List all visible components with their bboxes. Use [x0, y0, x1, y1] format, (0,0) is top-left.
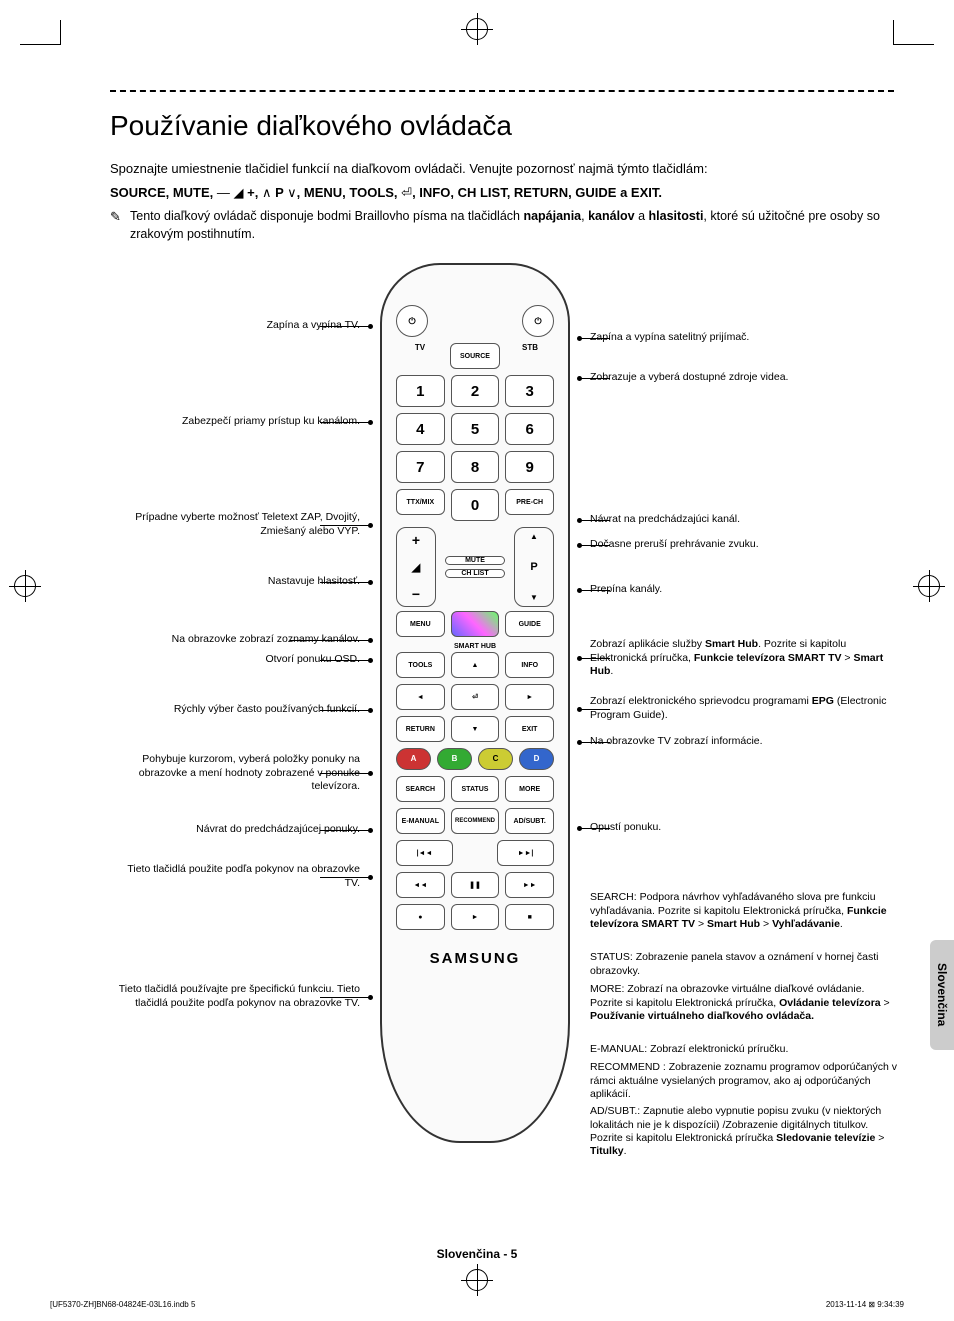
exit-button[interactable]: EXIT	[505, 716, 554, 742]
emanual-button[interactable]: E-MANUAL	[396, 808, 445, 834]
up-button[interactable]: ▲	[451, 652, 500, 678]
guide-button[interactable]: GUIDE	[505, 611, 554, 637]
page-title: Používanie diaľkového ovládača	[110, 110, 894, 142]
return-button[interactable]: RETURN	[396, 716, 445, 742]
ann-menu: Otvorí ponuku OSD.	[110, 653, 360, 666]
num-2[interactable]: 2	[451, 375, 500, 407]
chlist-button[interactable]: CH LIST	[445, 569, 505, 578]
note-icon: ✎	[110, 208, 121, 226]
crop-mark	[60, 20, 61, 45]
ann-recommend: RECOMMEND : Zobrazenie zoznamu programov…	[590, 1061, 900, 1100]
ann-search: SEARCH: Podpora návrhov vyhľadávaného sl…	[590, 891, 900, 930]
power-button[interactable]: ⏻	[396, 305, 428, 337]
num-9[interactable]: 9	[505, 451, 554, 483]
ann-status: STATUS: Zobrazenie panela stavov a oznám…	[590, 951, 900, 977]
record-button[interactable]: ●	[396, 904, 445, 930]
crop-mark	[893, 20, 894, 45]
right-button[interactable]: ►	[505, 684, 554, 710]
pause-button[interactable]: ❚❚	[451, 872, 500, 898]
crop-mark	[20, 44, 60, 45]
rewind-button[interactable]: ◄◄	[396, 872, 445, 898]
tools-button[interactable]: TOOLS	[396, 652, 445, 678]
status-button[interactable]: STATUS	[451, 776, 500, 802]
enter-button[interactable]: ⏎	[451, 684, 500, 710]
play-button[interactable]: ►	[451, 904, 500, 930]
crop-mark	[894, 44, 934, 45]
num-7[interactable]: 7	[396, 451, 445, 483]
ann-smarthub: Zobrazí aplikácie služby Smart Hub. Pozr…	[590, 638, 900, 677]
ann-teletext: Prípadne vyberte možnosť Teletext ZAP, D…	[110, 511, 360, 537]
stop-button[interactable]: ■	[505, 904, 554, 930]
stb-power-button[interactable]: ⏻	[522, 305, 554, 337]
next-button[interactable]: ►►|	[497, 840, 554, 866]
ann-color: Tieto tlačidlá použite podľa pokynov na …	[110, 863, 360, 889]
ann-guide: Zobrazí elektronického sprievodcu progra…	[590, 695, 900, 721]
ann-playback: Tieto tlačidlá používajte pre špecifickú…	[110, 983, 360, 1009]
volume-rocker[interactable]: +◢−	[396, 527, 436, 607]
source-button[interactable]: SOURCE	[450, 343, 500, 369]
num-1[interactable]: 1	[396, 375, 445, 407]
more-button[interactable]: MORE	[505, 776, 554, 802]
num-4[interactable]: 4	[396, 413, 445, 445]
num-6[interactable]: 6	[505, 413, 554, 445]
ann-power: Zapína a vypína TV.	[110, 319, 360, 332]
registration-mark-icon	[918, 575, 940, 597]
registration-mark-icon	[14, 575, 36, 597]
smarthub-label: SMART HUB	[396, 643, 554, 650]
ann-cursor: Pohybuje kurzorom, vyberá položky ponuky…	[110, 753, 360, 792]
ann-channel: Prepína kanály.	[590, 583, 900, 596]
smarthub-button[interactable]	[451, 611, 500, 637]
intro-text: Spoznajte umiestnenie tlačidiel funkcií …	[110, 160, 894, 178]
down-button[interactable]: ▼	[451, 716, 500, 742]
color-b-button[interactable]: B	[437, 748, 472, 770]
ann-emanual: E-MANUAL: Zobrazí elektronickú príručku.	[590, 1043, 900, 1056]
language-tab: Slovenčina	[930, 940, 954, 1050]
adsubt-button[interactable]: AD/SUBT.	[505, 808, 554, 834]
file-meta: [UF5370-ZH]BN68-04824E-03L16.indb 5	[50, 1300, 195, 1309]
ann-return: Návrat do predchádzajúcej ponuky.	[110, 823, 360, 836]
ann-numbers: Zabezpečí priamy prístup ku kanálom.	[110, 415, 360, 428]
left-button[interactable]: ◄	[396, 684, 445, 710]
prev-button[interactable]: |◄◄	[396, 840, 453, 866]
remote-diagram: Zapína a vypína TV. Zabezpečí priamy prí…	[110, 263, 894, 1193]
remote-control: ⏻ ⏻ TV SOURCE STB 123 456 789 TTX/MIX0PR…	[380, 263, 570, 1143]
color-d-button[interactable]: D	[519, 748, 554, 770]
ann-stb-power: Zapína a vypína satelitný prijímač.	[590, 331, 900, 344]
divider	[110, 90, 894, 92]
page-footer: Slovenčina - 5	[0, 1247, 954, 1261]
num-3[interactable]: 3	[505, 375, 554, 407]
ttx-button[interactable]: TTX/MIX	[396, 489, 445, 515]
mute-button[interactable]: MUTE	[445, 556, 505, 565]
intro-buttons: SOURCE, MUTE, — ◢ +, ∧ P ∨, MENU, TOOLS,…	[110, 184, 894, 202]
ann-source: Zobrazuje a vyberá dostupné zdroje videa…	[590, 371, 900, 384]
tv-label: TV	[396, 343, 444, 369]
ann-tools: Rýchly výber často používaných funkcií.	[110, 703, 360, 716]
ann-info: Na obrazovke TV zobrazí informácie.	[590, 735, 900, 748]
ann-prech: Návrat na predchádzajúci kanál.	[590, 513, 900, 526]
brand-label: SAMSUNG	[396, 950, 554, 967]
color-c-button[interactable]: C	[478, 748, 513, 770]
registration-mark-icon	[466, 18, 488, 40]
stb-label: STB	[506, 343, 554, 369]
recommend-button[interactable]: RECOMMEND	[451, 808, 500, 834]
ann-volume: Nastavuje hlasitosť.	[110, 575, 360, 588]
ann-adsubt: AD/SUBT.: Zapnutie alebo vypnutie popisu…	[590, 1105, 900, 1158]
ann-exit: Opustí ponuku.	[590, 821, 900, 834]
num-5[interactable]: 5	[451, 413, 500, 445]
num-8[interactable]: 8	[451, 451, 500, 483]
ann-more: MORE: Zobrazí na obrazovke virtuálne dia…	[590, 983, 900, 1022]
num-0[interactable]: 0	[451, 489, 500, 521]
menu-button[interactable]: MENU	[396, 611, 445, 637]
forward-button[interactable]: ►►	[505, 872, 554, 898]
channel-rocker[interactable]: P	[514, 527, 554, 607]
search-button[interactable]: SEARCH	[396, 776, 445, 802]
color-a-button[interactable]: A	[396, 748, 431, 770]
prech-button[interactable]: PRE-CH	[505, 489, 554, 515]
ann-mute: Dočasne preruší prehrávanie zvuku.	[590, 538, 900, 551]
timestamp-meta: 2013-11-14 ⊠ 9:34:39	[826, 1300, 904, 1309]
braille-note: ✎ Tento diaľkový ovládač disponuje bodmi…	[110, 208, 894, 243]
ann-chlist: Na obrazovke zobrazí zoznamy kanálov.	[110, 633, 360, 646]
info-button[interactable]: INFO	[505, 652, 554, 678]
